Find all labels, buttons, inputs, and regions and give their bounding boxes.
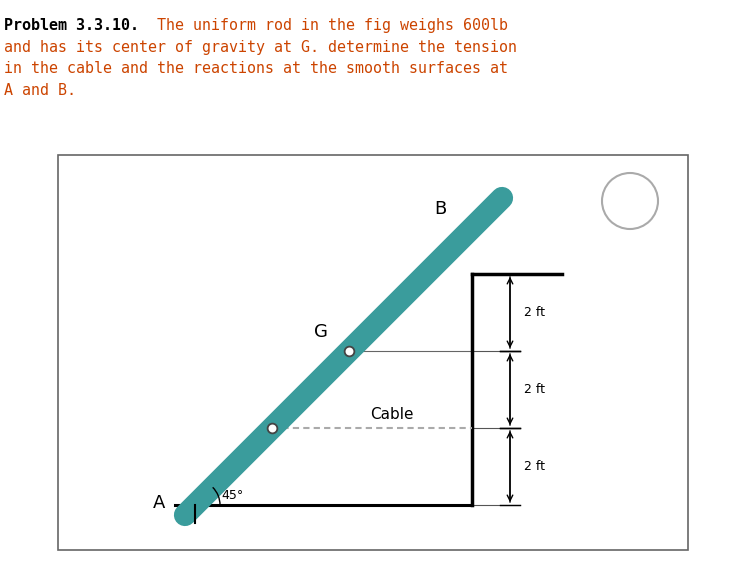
Text: B: B [434, 200, 446, 218]
Text: The uniform rod in the fig weighs 600lb
and has its center of gravity at G. dete: The uniform rod in the fig weighs 600lb … [4, 18, 517, 98]
Text: 2 ft: 2 ft [524, 460, 545, 473]
Text: Problem 3.3.10.: Problem 3.3.10. [4, 18, 139, 33]
Text: A: A [153, 494, 165, 512]
Text: 2 ft: 2 ft [524, 306, 545, 319]
Text: 2 ft: 2 ft [524, 383, 545, 396]
Text: Cable: Cable [370, 407, 414, 422]
Text: 45°: 45° [221, 489, 243, 502]
Bar [58, 155, 688, 550]
Text: G: G [314, 323, 328, 341]
Circle shape [602, 173, 658, 229]
